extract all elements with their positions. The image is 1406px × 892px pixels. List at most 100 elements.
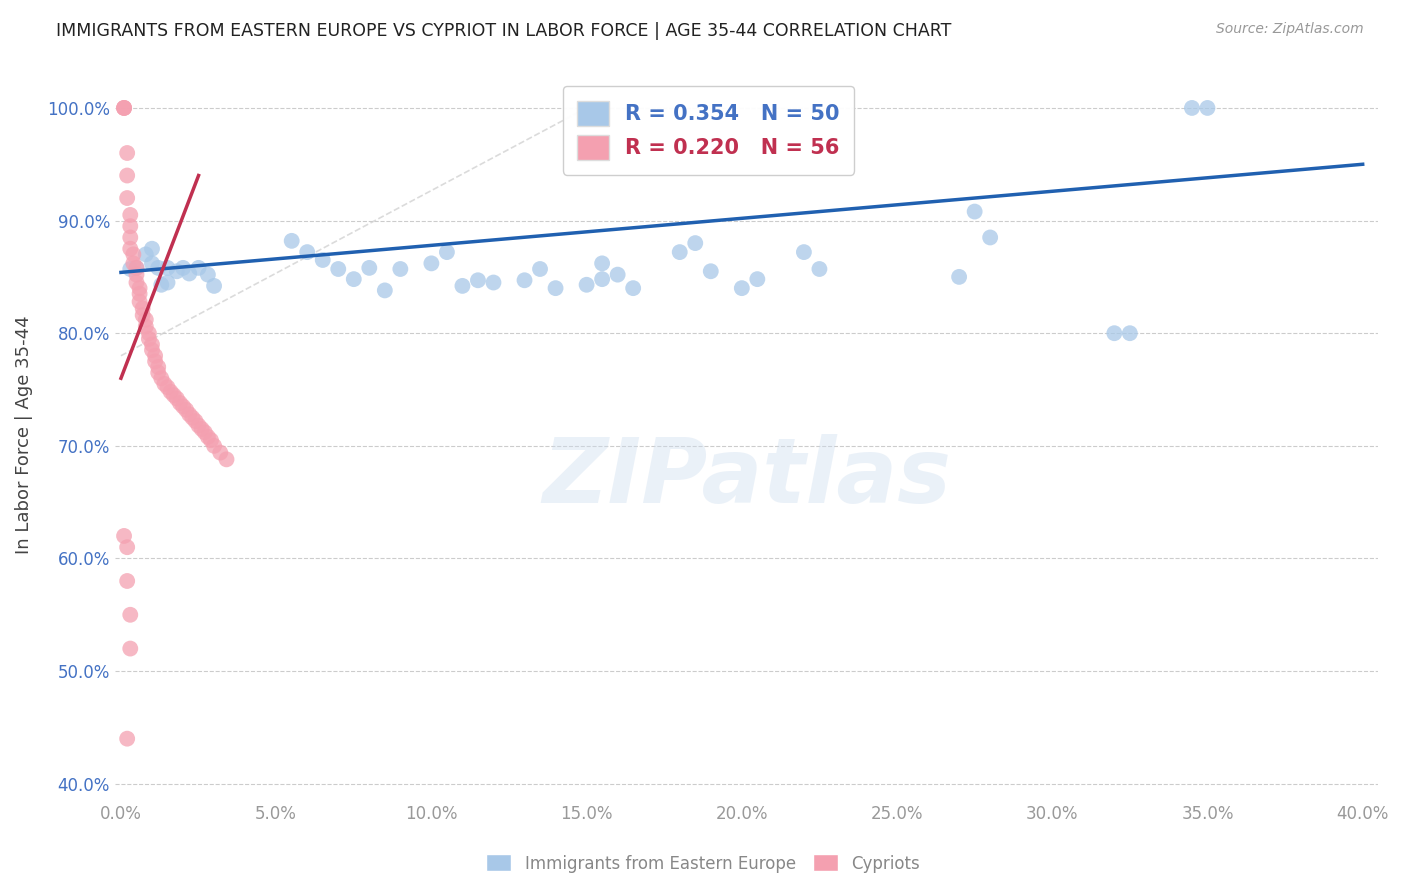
Legend: R = 0.354   N = 50, R = 0.220   N = 56: R = 0.354 N = 50, R = 0.220 N = 56 — [562, 87, 855, 175]
Point — [328, 262, 350, 277]
Point — [297, 245, 319, 260]
Point — [668, 245, 690, 260]
Point — [731, 281, 754, 295]
Point — [575, 277, 598, 292]
Y-axis label: In Labor Force | Age 35-44: In Labor Force | Age 35-44 — [15, 315, 32, 554]
Point — [747, 272, 769, 286]
Point — [169, 396, 191, 410]
Point — [156, 380, 179, 394]
Point — [172, 400, 194, 414]
Point — [174, 402, 197, 417]
Point — [436, 245, 458, 260]
Point — [683, 236, 706, 251]
Point — [125, 260, 148, 275]
Point — [963, 204, 986, 219]
Point — [197, 268, 219, 282]
Point — [112, 529, 135, 543]
Point — [591, 272, 613, 286]
Point — [128, 286, 150, 301]
Point — [197, 430, 219, 444]
Point — [451, 279, 474, 293]
Text: Source: ZipAtlas.com: Source: ZipAtlas.com — [1216, 22, 1364, 37]
Point — [591, 256, 613, 270]
Point — [1119, 326, 1142, 341]
Point — [312, 252, 335, 267]
Point — [1181, 101, 1204, 115]
Point — [359, 260, 381, 275]
Point — [138, 326, 160, 341]
Point — [948, 269, 970, 284]
Point — [135, 312, 157, 326]
Point — [122, 247, 145, 261]
Point — [513, 273, 536, 287]
Point — [115, 574, 138, 588]
Point — [115, 540, 138, 554]
Point — [112, 101, 135, 115]
Point — [215, 452, 238, 467]
Point — [467, 273, 489, 287]
Point — [156, 260, 179, 275]
Point — [125, 268, 148, 282]
Point — [793, 245, 815, 260]
Point — [153, 376, 176, 391]
Point — [120, 242, 142, 256]
Point — [148, 359, 170, 374]
Point — [141, 343, 163, 357]
Point — [150, 277, 173, 292]
Point — [156, 276, 179, 290]
Point — [120, 230, 142, 244]
Point — [148, 366, 170, 380]
Point — [120, 607, 142, 622]
Text: ZIPatlas: ZIPatlas — [541, 434, 950, 523]
Point — [141, 242, 163, 256]
Point — [200, 433, 222, 447]
Point — [621, 281, 644, 295]
Point — [194, 425, 217, 440]
Text: IMMIGRANTS FROM EASTERN EUROPE VS CYPRIOT IN LABOR FORCE | AGE 35-44 CORRELATION: IMMIGRANTS FROM EASTERN EUROPE VS CYPRIO… — [56, 22, 952, 40]
Point — [187, 260, 209, 275]
Point — [389, 262, 412, 277]
Point — [112, 101, 135, 115]
Point — [159, 384, 181, 399]
Point — [544, 281, 567, 295]
Point — [125, 276, 148, 290]
Point — [420, 256, 443, 270]
Point — [172, 260, 194, 275]
Point — [343, 272, 366, 286]
Point — [529, 262, 551, 277]
Point — [131, 301, 153, 316]
Point — [1197, 101, 1219, 115]
Point — [115, 731, 138, 746]
Point — [112, 101, 135, 115]
Point — [122, 256, 145, 270]
Point — [202, 279, 225, 293]
Point — [143, 349, 166, 363]
Point — [163, 388, 186, 402]
Point — [374, 284, 396, 298]
Point — [166, 392, 188, 406]
Point — [187, 418, 209, 433]
Point — [120, 219, 142, 234]
Point — [280, 234, 302, 248]
Legend: Immigrants from Eastern Europe, Cypriots: Immigrants from Eastern Europe, Cypriots — [479, 847, 927, 880]
Point — [135, 247, 157, 261]
Point — [179, 267, 201, 281]
Point — [606, 268, 628, 282]
Point — [700, 264, 723, 278]
Point — [1104, 326, 1126, 341]
Point — [120, 641, 142, 656]
Point — [141, 337, 163, 351]
Point — [179, 407, 201, 421]
Point — [184, 414, 207, 428]
Point — [808, 262, 831, 277]
Point — [128, 294, 150, 309]
Point — [148, 260, 170, 275]
Point — [482, 276, 505, 290]
Point — [115, 191, 138, 205]
Point — [125, 260, 148, 275]
Point — [181, 410, 204, 425]
Point — [131, 308, 153, 322]
Point — [143, 354, 166, 368]
Point — [135, 319, 157, 334]
Point — [138, 332, 160, 346]
